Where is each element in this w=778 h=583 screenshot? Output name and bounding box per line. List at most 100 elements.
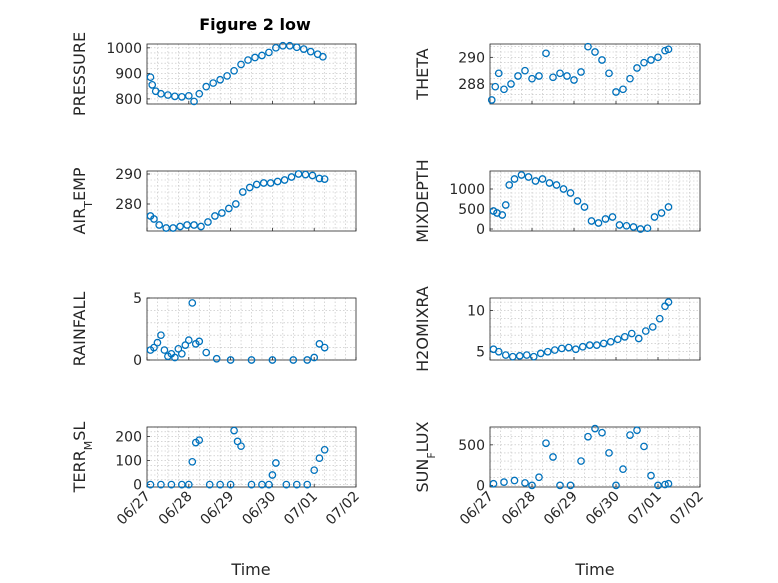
data-point — [292, 43, 301, 52]
data-point — [265, 480, 273, 489]
data-point — [655, 314, 664, 323]
data-point — [591, 48, 599, 56]
data-point — [542, 439, 550, 448]
data-point — [268, 356, 277, 364]
x-tick-label: 06/30 — [239, 489, 279, 529]
data-point — [563, 72, 571, 80]
y-tick-label: 280 — [115, 197, 142, 213]
data-point — [237, 442, 245, 451]
data-point — [301, 170, 310, 179]
x-tick-label: 06/28 — [499, 489, 539, 529]
x-tick-label: 06/27 — [457, 489, 497, 529]
data-point — [184, 336, 193, 345]
data-point — [661, 46, 669, 55]
data-point — [155, 221, 164, 229]
data-point — [494, 347, 503, 356]
data-point — [626, 74, 634, 83]
data-point — [259, 179, 268, 187]
data-point — [247, 356, 256, 364]
data-point — [664, 298, 673, 306]
data-point — [494, 69, 503, 78]
data-point — [299, 45, 308, 53]
data-point — [195, 337, 204, 346]
data-point — [280, 176, 289, 184]
data-point — [153, 338, 162, 347]
data-point — [157, 331, 165, 340]
data-point — [177, 93, 186, 101]
data-point — [647, 471, 655, 480]
data-point — [226, 356, 235, 364]
data-point — [245, 183, 254, 192]
subplot-sun_flux: 0 500 06/27 06/28 06/29 06/30 07/01 07/02 SUNFLU… — [413, 421, 707, 528]
x-axis-label-right: Time — [574, 560, 614, 579]
data-point — [216, 75, 224, 84]
data-point — [237, 60, 245, 69]
y-tick-label: 900 — [115, 66, 142, 82]
data-point — [507, 80, 515, 88]
data-point — [315, 454, 324, 463]
figure-title: Figure 2 low — [199, 15, 311, 34]
data-point — [148, 81, 157, 89]
data-point — [517, 171, 526, 179]
data-point — [252, 180, 261, 189]
axes-box — [146, 297, 357, 361]
data-point — [183, 221, 191, 229]
data-point — [536, 349, 545, 358]
data-point — [491, 82, 500, 91]
data-point — [633, 426, 641, 435]
data-point — [605, 69, 613, 78]
y-axis-label-rainfall: RAINFALL — [70, 292, 89, 367]
data-point — [549, 453, 557, 461]
subplot-air_temp: 280 290 AIRTEMP — [70, 167, 357, 235]
data-point — [626, 431, 634, 439]
y-tick-label: 5 — [476, 345, 485, 361]
y-tick-label: 1000 — [106, 41, 142, 57]
x-tick-label: 06/28 — [156, 489, 196, 529]
data-point — [650, 213, 659, 221]
data-point — [594, 219, 603, 227]
data-point — [167, 480, 176, 489]
data-point — [272, 459, 280, 467]
data-point — [636, 225, 645, 233]
data-point — [285, 41, 294, 50]
data-point — [211, 212, 219, 220]
data-point — [282, 480, 291, 489]
data-point — [605, 449, 613, 457]
data-point — [204, 218, 212, 226]
data-point — [664, 45, 673, 54]
data-point — [287, 173, 296, 181]
data-point — [556, 69, 564, 78]
data-point — [549, 73, 557, 82]
data-point — [157, 89, 165, 98]
data-point — [559, 185, 568, 193]
data-point — [308, 171, 317, 180]
data-point — [320, 175, 329, 183]
data-point — [500, 478, 508, 486]
data-point — [556, 481, 564, 490]
data-point — [184, 91, 193, 100]
y-tick-label: 290 — [115, 167, 142, 183]
subplot-terr_msl: 0 100 200 06/27 06/28 06/29 06/30 07/01 07/02 TER… — [70, 422, 363, 529]
y-tick-label: 800 — [115, 92, 142, 108]
data-point — [664, 479, 673, 488]
data-point — [202, 82, 211, 91]
data-point — [647, 56, 655, 64]
data-point — [247, 480, 256, 489]
data-point — [566, 189, 575, 197]
data-point — [150, 215, 158, 223]
data-point — [225, 204, 233, 213]
data-point — [190, 221, 198, 229]
data-point — [654, 53, 662, 62]
data-point — [244, 56, 252, 64]
x-tick-label: 07/01 — [281, 489, 321, 529]
data-point — [303, 356, 312, 364]
data-point — [184, 480, 193, 489]
data-point — [209, 79, 218, 87]
data-point — [577, 68, 585, 76]
y-tick-label: 100 — [115, 454, 142, 470]
data-point — [592, 341, 601, 349]
axes-box — [489, 426, 701, 488]
data-point — [573, 197, 582, 205]
x-tick-label: 06/27 — [114, 489, 154, 529]
y-tick-label: 0 — [133, 478, 142, 494]
